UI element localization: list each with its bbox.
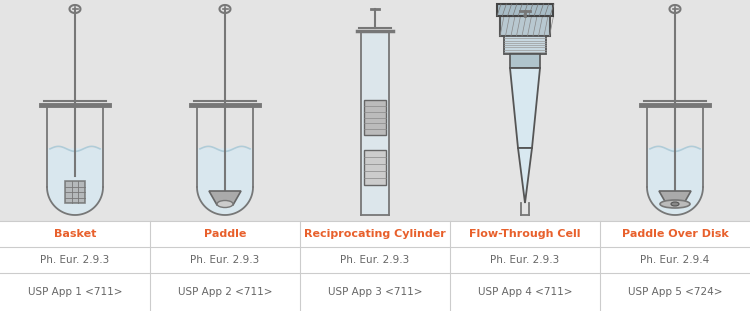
Text: Paddle Over Disk: Paddle Over Disk [622, 229, 728, 239]
Text: Flow-Through Cell: Flow-Through Cell [470, 229, 580, 239]
Polygon shape [518, 148, 532, 203]
Text: USP App 1 <711>: USP App 1 <711> [28, 287, 122, 297]
Bar [361, 31, 389, 215]
Polygon shape [209, 191, 241, 205]
Polygon shape [47, 149, 103, 215]
Text: Ph. Eur. 2.9.4: Ph. Eur. 2.9.4 [640, 255, 710, 265]
Text: Paddle: Paddle [204, 229, 246, 239]
Text: Reciprocating Cylinder: Reciprocating Cylinder [304, 229, 446, 239]
Polygon shape [659, 191, 691, 205]
Polygon shape [647, 149, 703, 215]
Ellipse shape [660, 200, 690, 208]
Text: Ph. Eur. 2.9.3: Ph. Eur. 2.9.3 [490, 255, 560, 265]
Text: Basket: Basket [54, 229, 96, 239]
Ellipse shape [217, 201, 233, 207]
Polygon shape [197, 149, 253, 215]
Ellipse shape [671, 202, 679, 206]
Polygon shape [510, 68, 540, 148]
Bar [510, 54, 540, 68]
Polygon shape [510, 68, 540, 148]
Text: USP App 5 <724>: USP App 5 <724> [628, 287, 722, 297]
Bar [364, 100, 386, 135]
Bar [65, 181, 85, 203]
Bar [500, 16, 550, 36]
Text: USP App 2 <711>: USP App 2 <711> [178, 287, 272, 297]
Bar [504, 36, 546, 54]
Bar [0, 221, 750, 311]
Text: Ph. Eur. 2.9.3: Ph. Eur. 2.9.3 [190, 255, 260, 265]
Text: USP App 4 <711>: USP App 4 <711> [478, 287, 572, 297]
Text: Ph. Eur. 2.9.3: Ph. Eur. 2.9.3 [40, 255, 110, 265]
Bar [0, 0, 750, 221]
Bar [364, 150, 386, 185]
Text: Ph. Eur. 2.9.3: Ph. Eur. 2.9.3 [340, 255, 410, 265]
Bar [497, 4, 553, 16]
Text: USP App 3 <711>: USP App 3 <711> [328, 287, 422, 297]
